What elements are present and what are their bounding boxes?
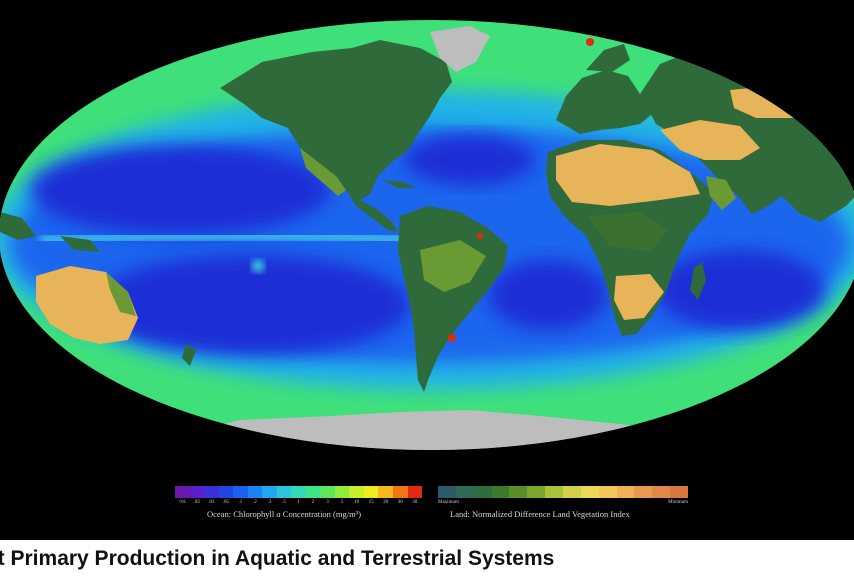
- ocean-tick-label: .2: [253, 500, 257, 505]
- land-range-min: Maximum: [438, 500, 459, 505]
- ocean-tick-label: .02: [193, 500, 200, 505]
- landmass-europe: [556, 70, 652, 134]
- ocean-tick-label: 2: [311, 500, 315, 505]
- island-plume: [252, 260, 264, 272]
- ocean-tick-label: 20: [383, 500, 389, 505]
- region-middle-east: [660, 120, 760, 160]
- land-color-swatch: [616, 486, 635, 498]
- region-sahara: [556, 144, 700, 206]
- ocean-color-swatch: [349, 486, 364, 498]
- island-new-guinea: [60, 236, 100, 252]
- gyre-north-pacific: [30, 145, 330, 235]
- landmass-central-america: [346, 190, 398, 232]
- land-legend: Maximum Minimum Land: Normalized Differe…: [438, 486, 689, 519]
- land-color-swatch: [580, 486, 599, 498]
- landmass-antarctica: [120, 410, 760, 450]
- equatorial-upwelling: [39, 231, 421, 245]
- gyre-indian: [655, 250, 825, 330]
- ocean-color-swatch: [189, 486, 205, 498]
- land-color-swatch: [491, 486, 510, 498]
- ocean-color-swatch: [392, 486, 408, 498]
- world-map: [0, 20, 854, 450]
- ocean-color-swatch: [247, 486, 263, 498]
- upwelling-spot: [477, 233, 483, 239]
- land-color-swatch: [455, 486, 474, 498]
- ocean-tick-label: 3: [326, 500, 329, 505]
- land-legend-caption: Land: Normalized Difference Land Vegetat…: [450, 509, 630, 519]
- ocean-tick-label: 1: [297, 500, 300, 505]
- ocean-tick-label: .1: [238, 500, 243, 505]
- land-color-swatch: [545, 486, 564, 498]
- land-color-swatch: [634, 486, 653, 498]
- ocean-tick-label: 5: [340, 500, 344, 505]
- ocean-color-swatch: [291, 486, 306, 498]
- region-scandinavia: [586, 44, 630, 72]
- land-color-swatch: [473, 486, 492, 498]
- ocean-color-swatch: [378, 486, 393, 498]
- figure-caption: et Primary Production in Aquatic and Ter…: [0, 547, 555, 570]
- land-color-swatch: [563, 486, 581, 498]
- landmass-greenland: [430, 26, 490, 72]
- ocean-tick-label: .03: [208, 500, 215, 505]
- ocean-colorbar: [175, 486, 423, 498]
- region-kalahari: [614, 274, 664, 320]
- land-color-swatch: [509, 486, 528, 498]
- land-color-swatch: [670, 486, 689, 498]
- island-madagascar: [690, 262, 706, 300]
- island-indonesia-west: [0, 212, 36, 240]
- region-india: [706, 176, 736, 210]
- island-cuba: [382, 180, 416, 188]
- ocean-tick-label: .05: [222, 500, 229, 505]
- land-range-max: Minimum: [667, 500, 688, 505]
- gyre-south-atlantic: [488, 260, 608, 330]
- ocean-legend: >01 .02 .03 .05 .1 .2 .3 .5 1 2 3 5 10 15 20 30 30 Ocean…: [175, 486, 423, 519]
- ocean-color-swatch: [407, 486, 423, 498]
- region-brazil-cerrado: [420, 240, 486, 292]
- gyre-north-atlantic: [405, 135, 535, 185]
- ocean-color-swatch: [262, 486, 277, 498]
- ocean-color-swatch: [233, 486, 248, 498]
- ocean-tick-labels: >01 .02 .03 .05 .1 .2 .3 .5 1 2 3 5 10 15 20 30 30: [175, 500, 422, 510]
- land-color-swatch: [527, 486, 546, 498]
- ocean-color-swatch: [363, 486, 379, 498]
- ocean-tick-label: .3: [267, 500, 272, 505]
- land-color-swatch: [438, 486, 456, 498]
- ocean-tick-label: 30: [412, 500, 418, 505]
- region-congo: [588, 212, 668, 252]
- ocean-tick-label: 30: [397, 500, 403, 505]
- ocean-color-swatch: [305, 486, 321, 498]
- ocean-color-swatch: [334, 486, 350, 498]
- upwelling-spot: [586, 38, 594, 46]
- ocean-color-swatch: [218, 486, 234, 498]
- island-new-zealand: [182, 344, 196, 366]
- globe: [0, 20, 854, 450]
- gyre-south-pacific: [90, 255, 410, 355]
- landmass-north-america: [220, 40, 452, 200]
- land-range-labels: Maximum Minimum: [438, 500, 688, 510]
- ocean-color-swatch: [204, 486, 219, 498]
- ocean-color-swatch: [175, 486, 190, 498]
- land-colorbar: [438, 486, 689, 498]
- ocean-legend-caption: Ocean: Chlorophyll a Concentration (mg/m…: [207, 509, 362, 519]
- land-color-swatch: [598, 486, 617, 498]
- ocean-color-swatch: [320, 486, 335, 498]
- ocean-tick-label: >01: [178, 500, 187, 505]
- ocean-color-swatch: [276, 486, 292, 498]
- land-color-swatch: [652, 486, 671, 498]
- ocean-tick-label: 10: [354, 500, 360, 505]
- upwelling-spot: [448, 334, 456, 342]
- region-mexico: [300, 148, 346, 196]
- ocean-tick-label: .5: [282, 500, 286, 505]
- legend-row: >01 .02 .03 .05 .1 .2 .3 .5 1 2 3 5 10 15 20 30 30 Ocean…: [0, 486, 854, 526]
- map-panel: [0, 0, 854, 540]
- region-east-australia: [106, 272, 136, 316]
- ocean-tick-label: 15: [368, 500, 374, 505]
